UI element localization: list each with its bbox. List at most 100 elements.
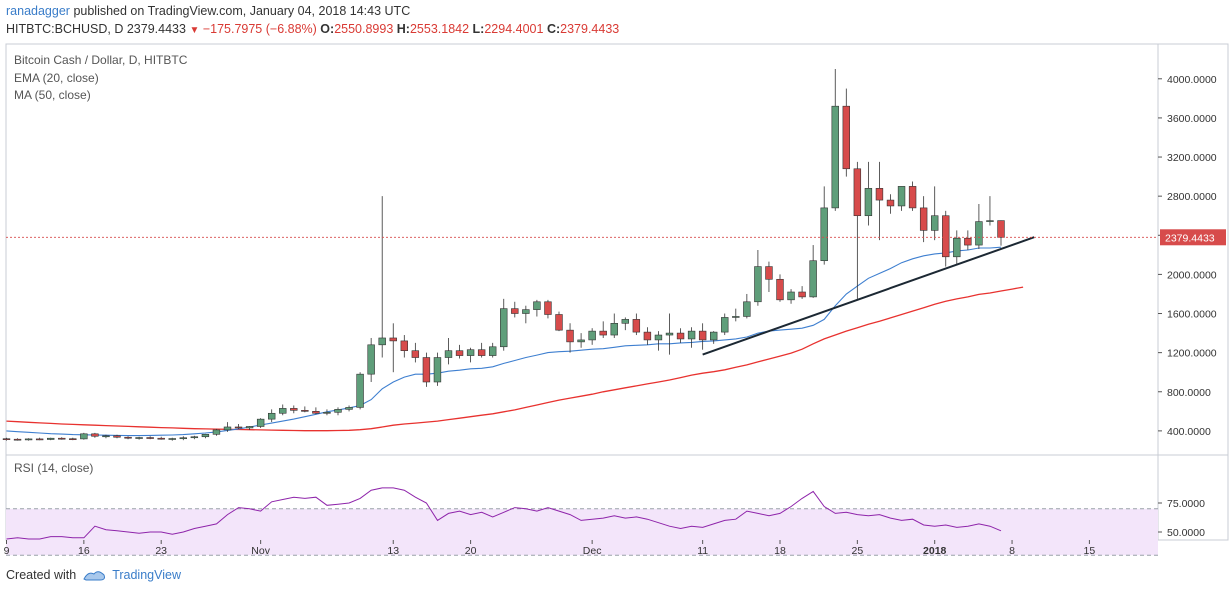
candle-body bbox=[356, 373, 364, 408]
candle-body bbox=[776, 278, 784, 301]
candle-body bbox=[919, 207, 928, 231]
candle-body bbox=[842, 105, 851, 170]
legend-rsi: RSI (14, close) bbox=[14, 461, 93, 475]
candle-body bbox=[35, 438, 44, 441]
candle-body bbox=[212, 429, 221, 435]
candle-body bbox=[201, 434, 210, 438]
ema20-line bbox=[6, 246, 1002, 437]
last-price: 2379.4433 bbox=[126, 22, 186, 36]
candle-body bbox=[687, 330, 696, 340]
candle-body bbox=[223, 426, 232, 431]
high-label: H: bbox=[396, 22, 410, 36]
tradingview-logo-icon bbox=[83, 571, 106, 581]
candle-body bbox=[743, 301, 751, 317]
rsi-band-group bbox=[6, 508, 1158, 556]
candle-body bbox=[599, 330, 607, 336]
candle-body bbox=[323, 411, 331, 414]
candle-body bbox=[632, 319, 641, 333]
candle-body bbox=[290, 408, 298, 411]
candle-body bbox=[765, 266, 773, 280]
chart-frames bbox=[5, 43, 1229, 541]
price-tick-label: 3200.0000 bbox=[1167, 152, 1217, 164]
time-tick-label: 11 bbox=[697, 545, 708, 557]
candle-body bbox=[256, 418, 265, 427]
time-tick-label: 9 bbox=[4, 545, 10, 557]
created-with-text: Created with bbox=[6, 568, 77, 582]
candle-body bbox=[146, 437, 154, 439]
candle-body bbox=[500, 308, 508, 348]
candle-body bbox=[444, 350, 453, 358]
price-tick-label: 400.0000 bbox=[1167, 426, 1211, 438]
candle-body bbox=[588, 330, 596, 341]
time-tick-label: 20 bbox=[465, 545, 477, 557]
candle-body bbox=[942, 215, 950, 258]
candle-body bbox=[157, 437, 165, 440]
time-tick-label: 2018 bbox=[923, 545, 947, 557]
candle-body bbox=[466, 349, 475, 356]
candle-body bbox=[709, 331, 718, 341]
candle-body bbox=[400, 340, 408, 351]
candle-body bbox=[997, 220, 1005, 238]
high-value: 2553.1842 bbox=[409, 22, 470, 36]
time-tick-label: 23 bbox=[155, 545, 167, 557]
price-tick-label: 4000.0000 bbox=[1167, 74, 1217, 86]
candle-body bbox=[102, 435, 110, 438]
candle-body bbox=[135, 437, 143, 439]
ma50-line bbox=[6, 286, 1024, 432]
close-value: 2379.4433 bbox=[560, 22, 620, 36]
tradingview-brand-link[interactable]: TradingView bbox=[112, 568, 181, 582]
candle-body bbox=[190, 436, 199, 439]
candle-body bbox=[831, 105, 839, 209]
legend-ema: EMA (20, close) bbox=[14, 71, 99, 85]
candle-body bbox=[345, 407, 353, 410]
candle-body bbox=[488, 346, 497, 356]
candle-body bbox=[566, 329, 574, 343]
down-triangle-icon: ▼ bbox=[189, 25, 200, 36]
low-label: L: bbox=[472, 22, 485, 36]
candle-body bbox=[2, 438, 11, 441]
price-tick-label: 800.0000 bbox=[1167, 387, 1211, 399]
overlays bbox=[6, 236, 1158, 540]
footer: Created with TradingView bbox=[6, 568, 181, 582]
candle-body bbox=[643, 331, 652, 341]
price-tick-label: 2000.0000 bbox=[1167, 269, 1217, 281]
candle-body bbox=[886, 199, 895, 207]
price-tick-label: 3600.0000 bbox=[1167, 113, 1217, 125]
candle-body bbox=[234, 426, 243, 429]
candle-body bbox=[897, 186, 906, 207]
candle-body bbox=[245, 426, 254, 429]
chart-border bbox=[5, 43, 1229, 541]
ohlc-bar: HITBTC:BCHUSD, D 2379.4433 ▼ −175.7975 (… bbox=[6, 22, 619, 36]
open-value: 2550.8993 bbox=[334, 22, 394, 36]
support-trendline bbox=[702, 236, 1035, 356]
last-price-tag-label: 2379.4433 bbox=[1165, 232, 1215, 244]
time-tick-label: 13 bbox=[387, 545, 399, 557]
candle-body bbox=[124, 436, 132, 439]
legend-ma: MA (50, close) bbox=[14, 88, 91, 102]
candle-body bbox=[91, 433, 99, 437]
candle-body bbox=[312, 411, 320, 414]
candle-body bbox=[522, 309, 530, 314]
candle-body bbox=[610, 322, 618, 336]
candle-body bbox=[301, 410, 309, 412]
author-link[interactable]: ranadagger bbox=[6, 4, 70, 18]
published-text: published on TradingView.com, January 04… bbox=[73, 4, 411, 18]
candle-body bbox=[698, 330, 707, 341]
time-tick-label: 18 bbox=[774, 545, 786, 557]
candle-body bbox=[676, 332, 685, 340]
candle-body bbox=[46, 437, 55, 440]
rsi-tick-label: 50.0000 bbox=[1167, 527, 1205, 539]
candle-body bbox=[798, 291, 806, 298]
candle-body bbox=[80, 433, 88, 440]
candle-body bbox=[334, 409, 342, 413]
candle-body bbox=[853, 168, 862, 217]
candle-body bbox=[544, 301, 552, 315]
time-tick-label: 15 bbox=[1084, 545, 1096, 557]
candle-body bbox=[621, 319, 630, 324]
rsi-tick-label: 75.0000 bbox=[1167, 498, 1205, 510]
candle-body bbox=[455, 350, 464, 356]
open-label: O: bbox=[320, 22, 335, 36]
candle-body bbox=[24, 438, 33, 441]
time-tick-label: Dec bbox=[583, 545, 602, 557]
